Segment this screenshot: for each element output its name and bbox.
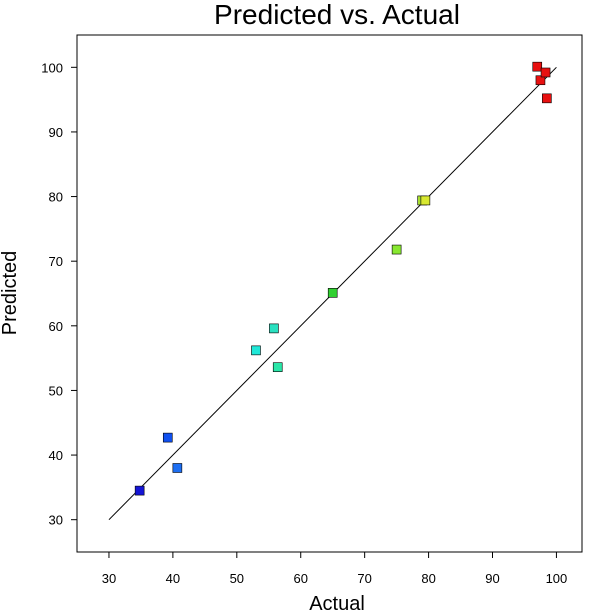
y-axis-title: Predicted bbox=[0, 251, 21, 336]
x-tick-label: 60 bbox=[293, 571, 307, 586]
y-tick-label: 40 bbox=[49, 448, 63, 463]
x-tick-label: 80 bbox=[421, 571, 435, 586]
x-tick-label: 90 bbox=[485, 571, 499, 586]
data-point bbox=[272, 362, 283, 372]
data-point bbox=[172, 463, 183, 473]
plot-frame bbox=[76, 34, 583, 553]
y-tick-label: 30 bbox=[49, 513, 63, 528]
chart-title: Predicted vs. Actual bbox=[214, 0, 460, 30]
x-tick-label: 50 bbox=[230, 571, 244, 586]
data-point bbox=[420, 195, 431, 206]
y-tick-label: 100 bbox=[41, 60, 63, 75]
y-tick-label: 90 bbox=[49, 125, 63, 140]
x-tick-label: 100 bbox=[546, 571, 568, 586]
data-point bbox=[540, 67, 551, 78]
data-point bbox=[391, 244, 402, 255]
y-tick-label: 70 bbox=[49, 254, 63, 269]
data-point bbox=[269, 323, 279, 334]
x-axis-title: Actual bbox=[309, 593, 365, 615]
y-tick-label: 80 bbox=[49, 190, 63, 205]
x-tick-label: 30 bbox=[102, 571, 116, 586]
x-tick-label: 70 bbox=[357, 571, 371, 586]
data-point bbox=[162, 432, 173, 443]
y-tick-label: 50 bbox=[49, 383, 63, 398]
y-axis-ticks: 30 40 50 60 70 80 90 100 bbox=[41, 60, 77, 528]
x-tick-label: 40 bbox=[166, 571, 180, 586]
data-points bbox=[134, 61, 552, 496]
y-tick-label: 60 bbox=[49, 319, 63, 334]
data-point bbox=[251, 345, 261, 356]
data-point bbox=[542, 93, 552, 104]
data-point bbox=[532, 61, 543, 72]
data-point bbox=[134, 485, 145, 496]
x-axis-ticks: 30 40 50 60 70 80 90 100 bbox=[102, 552, 568, 586]
data-point bbox=[535, 75, 546, 86]
data-point bbox=[327, 288, 338, 298]
